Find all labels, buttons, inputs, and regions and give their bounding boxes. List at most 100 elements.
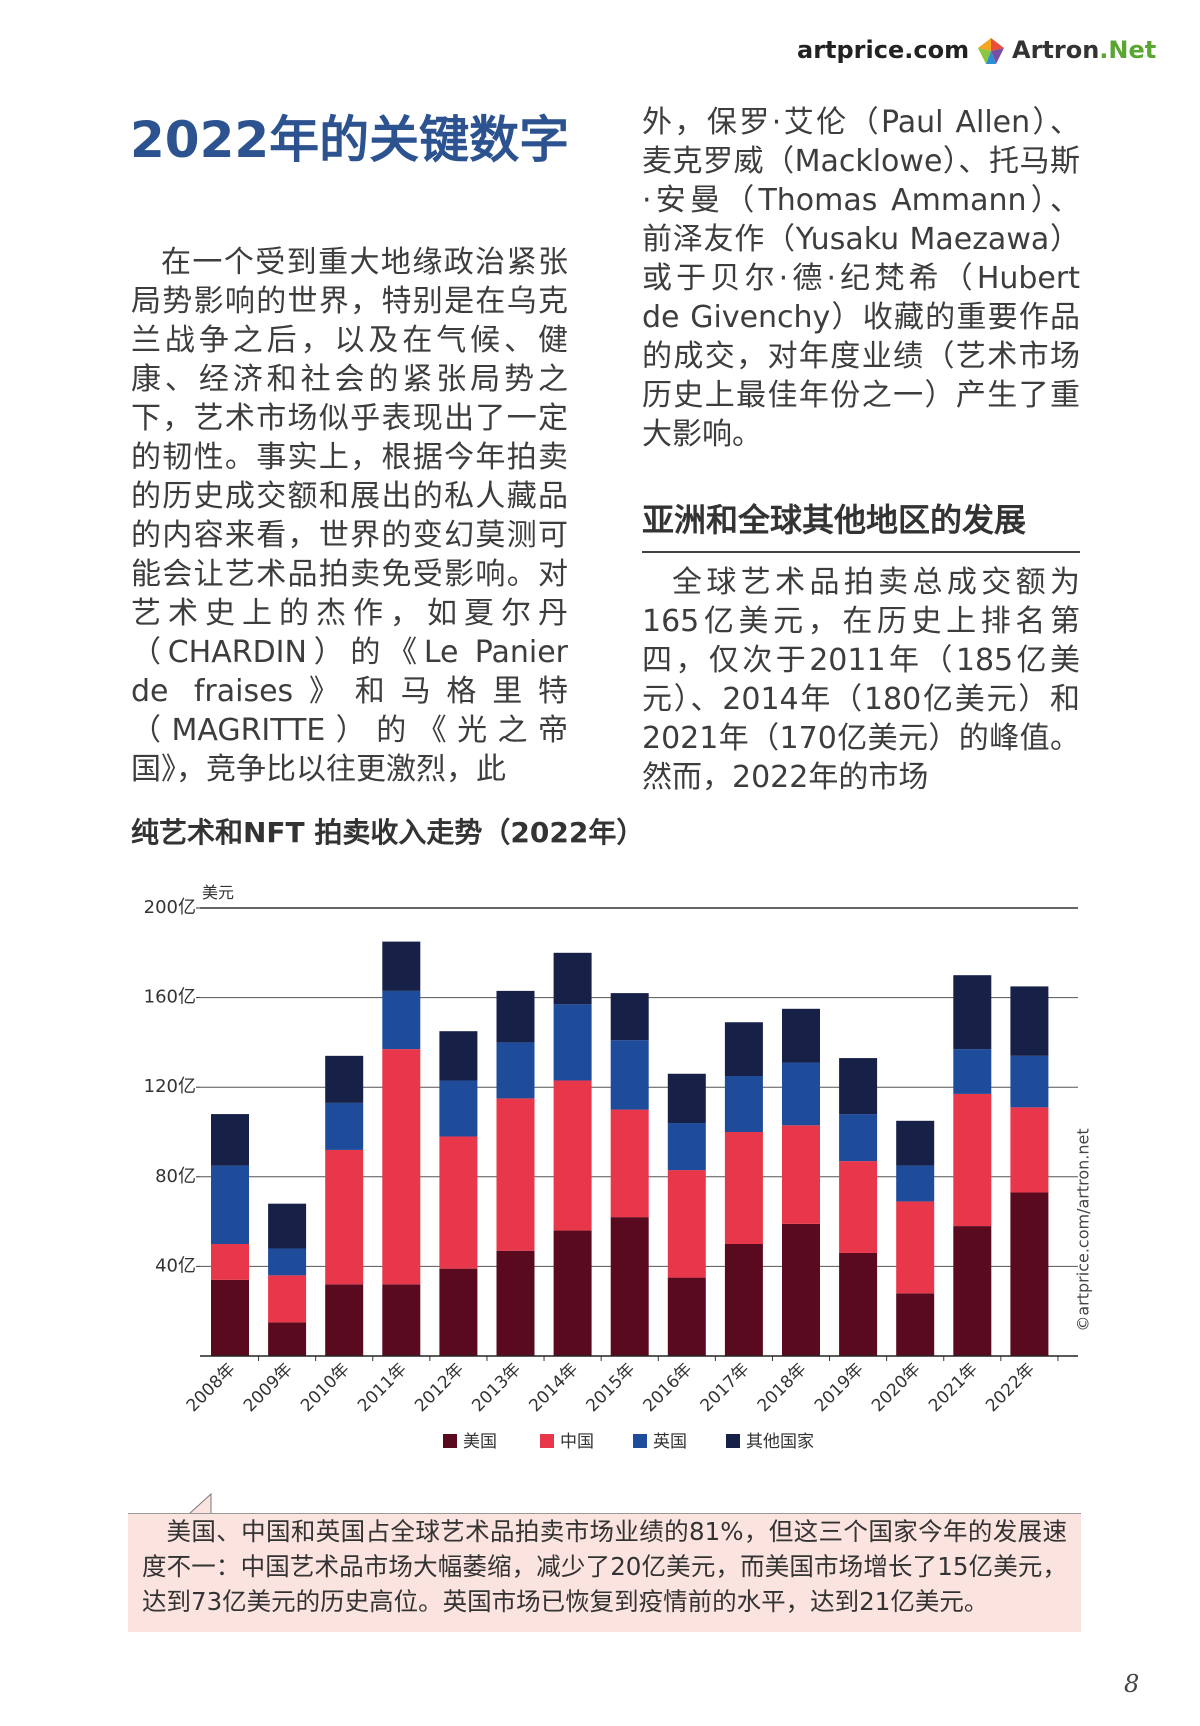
x-tick-label: 2017年 [697, 1359, 754, 1416]
bar-segment [553, 1080, 592, 1231]
bar-segment [382, 1284, 421, 1356]
bar-segment [553, 1230, 592, 1356]
logo-icon [978, 38, 1004, 64]
bar-segment [1010, 986, 1049, 1056]
bar-segment [439, 1136, 478, 1269]
x-tick-label: 2021年 [925, 1359, 982, 1416]
bar-segment [724, 1132, 763, 1244]
x-tick-label: 2020年 [868, 1359, 925, 1416]
y-unit: 美元 [202, 883, 234, 902]
legend-label: 美国 [463, 1432, 497, 1452]
bar-segment [610, 993, 649, 1041]
bar-segment [439, 1031, 478, 1081]
section-heading: 亚洲和全球其他地区的发展 [642, 495, 1080, 553]
bar-segment [953, 1093, 992, 1227]
x-tick-label: 2016年 [640, 1359, 697, 1416]
bar-segment [610, 1040, 649, 1110]
bar-segment [268, 1275, 307, 1323]
bar-segment [268, 1203, 307, 1249]
bar-segment [896, 1165, 935, 1202]
logo-artprice: artprice.com [797, 36, 970, 64]
bar-segment [268, 1248, 307, 1276]
bar-segment [325, 1284, 364, 1356]
bar-segment [382, 990, 421, 1050]
bar-segment [610, 1217, 649, 1356]
caption: 美国、中国和英国占全球艺术品拍卖市场业绩的81%，但这三个国家今年的发展速度不一… [128, 1513, 1081, 1632]
x-tick-label: 2010年 [297, 1359, 354, 1416]
legend-swatch [540, 1434, 554, 1448]
callout-notch [187, 1492, 212, 1515]
page-title: 2022年的关键数字 [130, 111, 570, 169]
bar-segment [896, 1293, 935, 1356]
legend-label: 英国 [653, 1432, 687, 1452]
legend-label: 中国 [560, 1432, 594, 1452]
bar-segment [667, 1073, 706, 1124]
bar-segment [211, 1114, 249, 1166]
bar-segment [782, 1008, 820, 1063]
bar-segment [325, 1149, 364, 1285]
bar-segment [839, 1058, 878, 1115]
bar-segment [953, 1226, 992, 1356]
legend-swatch [443, 1434, 457, 1448]
bar-segment [553, 1004, 592, 1081]
right-paragraph: 外，保罗·艾伦（Paul Allen）、麦克罗威（Macklowe）、托马斯·安… [642, 105, 1080, 452]
legend-label: 其他国家 [746, 1432, 814, 1452]
bar-segment [496, 990, 535, 1043]
x-tick-label: 2014年 [525, 1359, 582, 1416]
legend-swatch [633, 1434, 647, 1448]
x-tick-label: 2015年 [582, 1359, 639, 1416]
bar-segment [496, 1250, 535, 1356]
y-tick-label: 120亿 [144, 1076, 196, 1097]
logo-artron-b: .Net [1099, 36, 1157, 64]
logo-artron: Artron.Net [1012, 36, 1156, 64]
y-tick-label: 40亿 [155, 1255, 196, 1276]
bar-segment [782, 1223, 820, 1356]
x-tick-label: 2018年 [754, 1359, 811, 1416]
bar-segment [610, 1109, 649, 1218]
bar-segment [553, 952, 592, 1005]
bar-segment [325, 1102, 364, 1150]
y-tick-label: 160亿 [144, 987, 196, 1008]
x-tick-label: 2013年 [468, 1359, 525, 1416]
bar-segment [211, 1244, 249, 1280]
bar-segment [211, 1165, 249, 1244]
bar-segment [325, 1055, 364, 1103]
bar-segment [782, 1125, 820, 1224]
bar-segment [896, 1201, 935, 1294]
x-tick-label: 2022年 [982, 1359, 1039, 1416]
bar-segment [724, 1244, 763, 1356]
bar-segment [268, 1322, 307, 1356]
logo-artron-a: Artron [1012, 36, 1100, 64]
bar-segment [382, 1049, 421, 1285]
bar-segment [496, 1098, 535, 1251]
x-tick-label: 2008年 [183, 1359, 240, 1416]
bar-segment [839, 1252, 878, 1356]
right-paragraph-2: 全球艺术品拍卖总成交额为165亿美元，在历史上排名第四，仅次于2011年（185… [642, 565, 1080, 795]
y-tick-label: 200亿 [144, 897, 196, 918]
page-number: 8 [1124, 1670, 1140, 1698]
bar-segment [953, 1049, 992, 1094]
bar-segment [1010, 1192, 1049, 1356]
chart-title: 纯艺术和NFT 拍卖收入走势（2022年） [131, 816, 645, 849]
bar-segment [896, 1120, 935, 1166]
left-paragraph: 在一个受到重大地缘政治紧张局势影响的世界，特别是在乌克兰战争之后，以及在气候、健… [131, 245, 568, 787]
bar-segment [839, 1114, 878, 1162]
bar-segment [724, 1022, 763, 1076]
bar-segment [496, 1042, 535, 1099]
bar-segment [667, 1123, 706, 1171]
x-tick-label: 2011年 [354, 1359, 411, 1416]
source: ©artprice.com/artron.net [1074, 1128, 1093, 1331]
bar-segment [667, 1170, 706, 1278]
y-tick-label: 80亿 [155, 1166, 196, 1187]
bar-segment [1010, 1107, 1049, 1193]
bar-segment [439, 1268, 478, 1356]
x-tick-label: 2012年 [411, 1359, 468, 1416]
bar-segment [782, 1062, 820, 1126]
bar-segment [953, 975, 992, 1050]
legend-swatch [726, 1434, 740, 1448]
bar-segment [667, 1277, 706, 1356]
x-tick-label: 2009年 [240, 1359, 297, 1416]
bar-segment [439, 1080, 478, 1137]
